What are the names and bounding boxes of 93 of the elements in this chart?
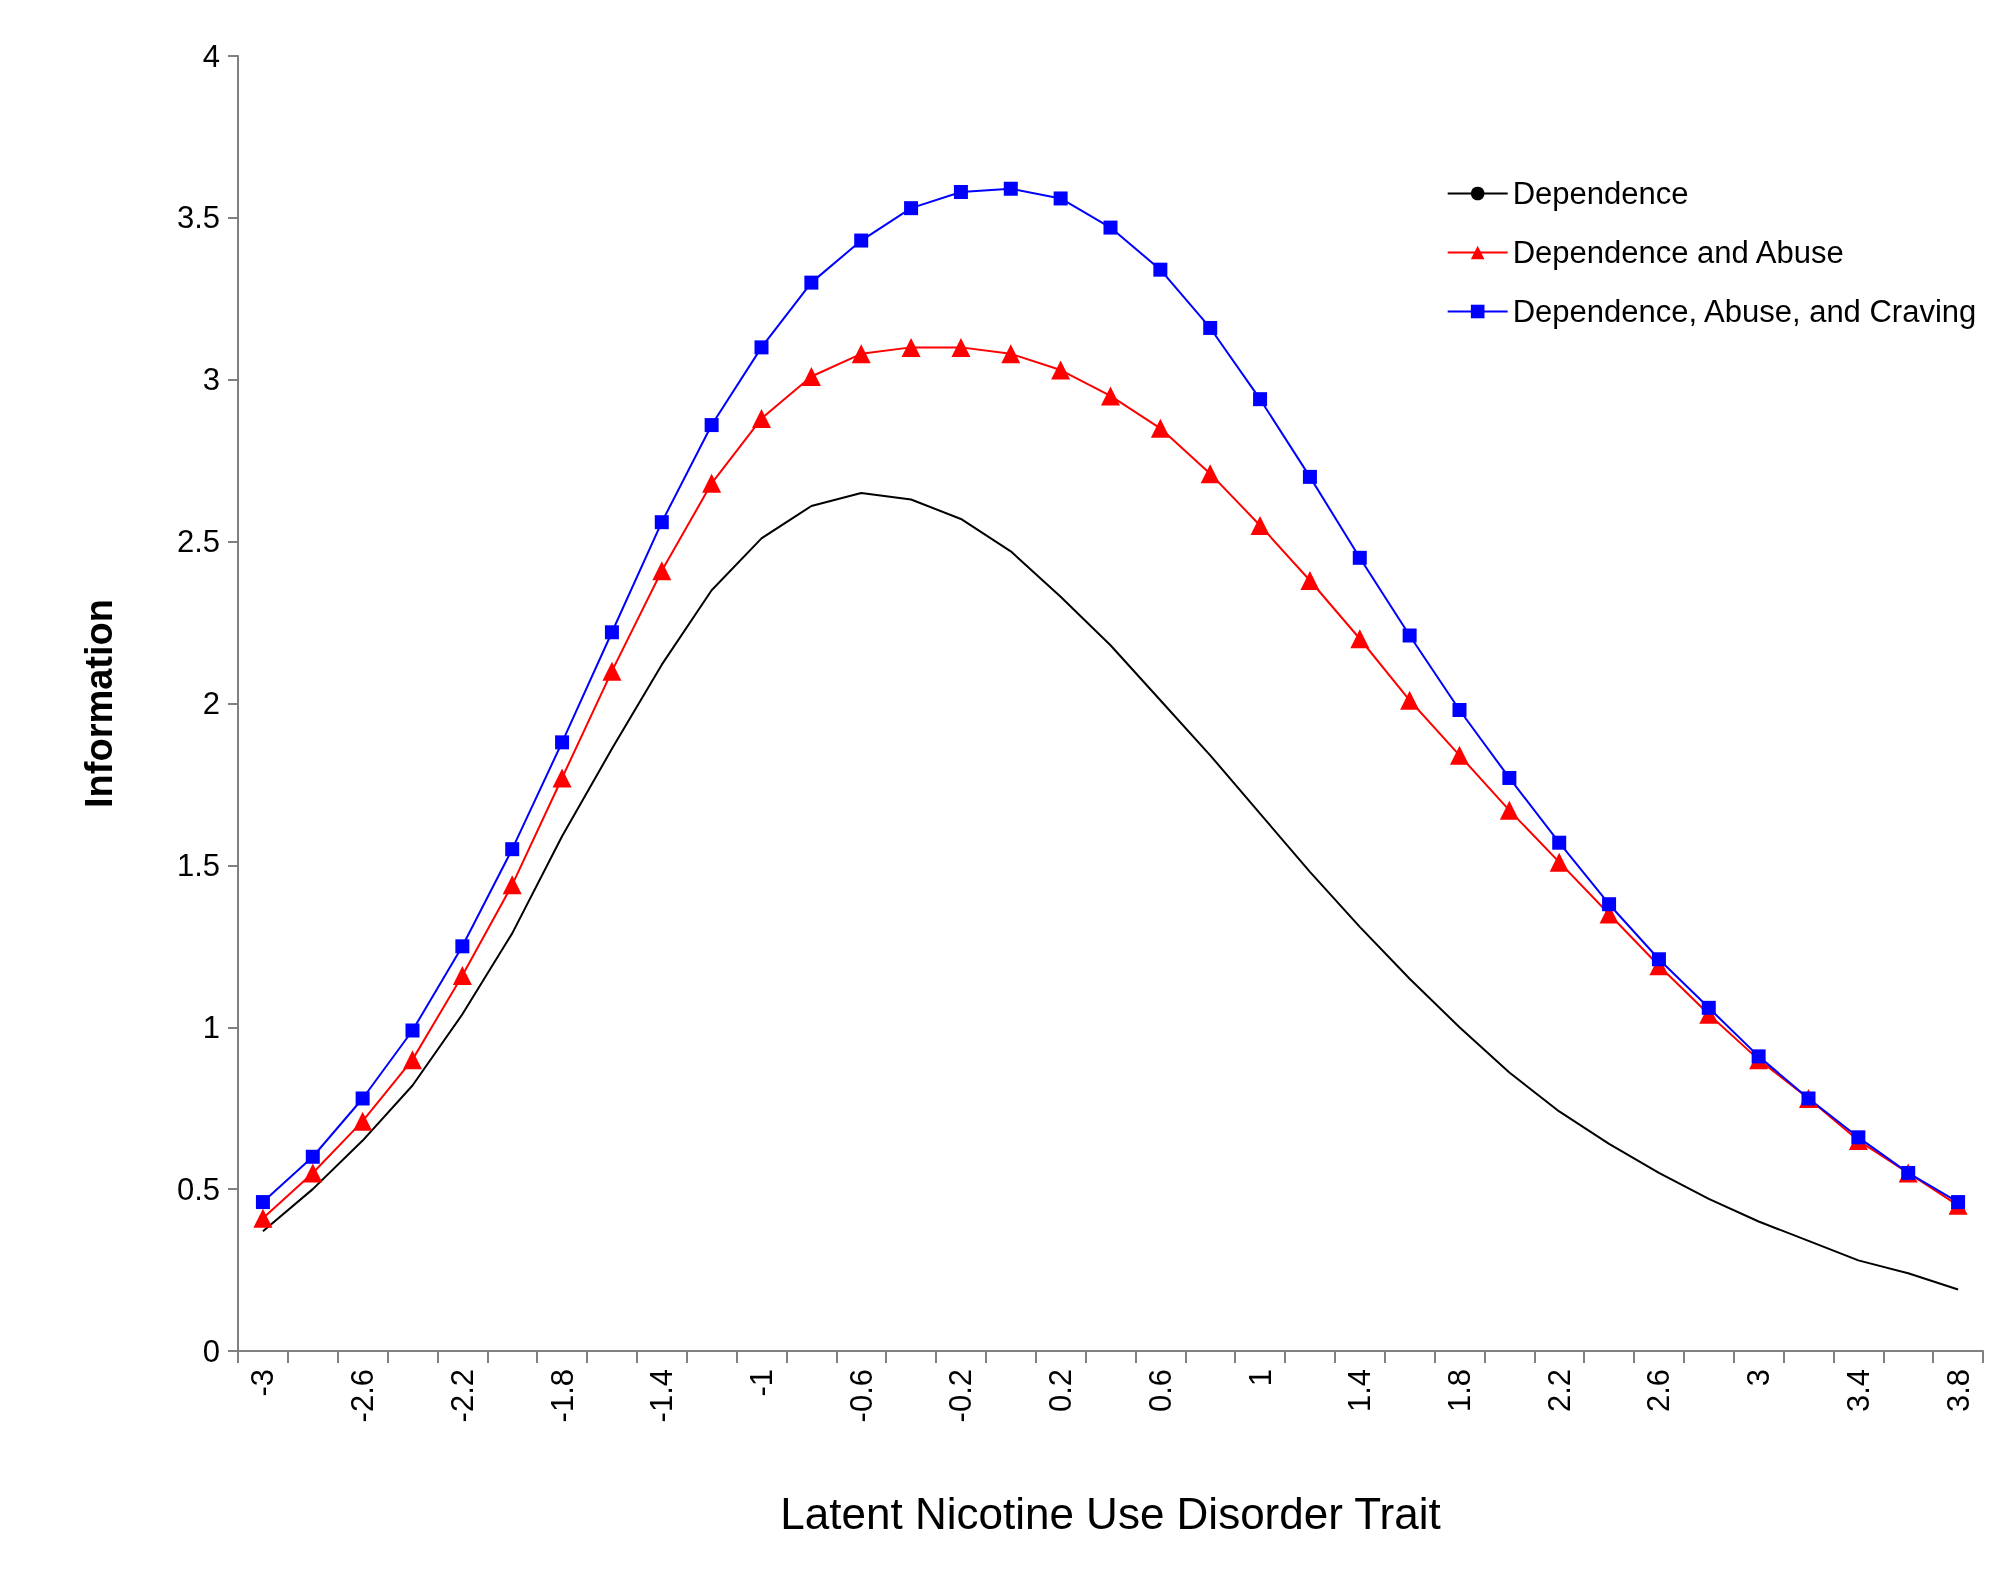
legend-label: Dependence (1512, 176, 1689, 211)
x-tick-label: -2.6 (345, 1369, 381, 1423)
x-tick-label: -1.4 (644, 1369, 680, 1423)
point (1003, 181, 1018, 196)
point (1402, 628, 1417, 643)
y-axis-title: Information (78, 599, 120, 808)
x-tick-label: -0.2 (943, 1369, 979, 1423)
point (901, 337, 921, 357)
point (355, 1091, 370, 1106)
legend-label: Dependence, Abuse, and Craving (1512, 294, 1977, 329)
point (951, 337, 971, 357)
point (1502, 770, 1517, 785)
point (1053, 191, 1068, 206)
point (602, 661, 622, 681)
x-tick-label: -2.2 (444, 1369, 480, 1423)
y-tick-label: 3 (202, 362, 220, 398)
point (1300, 570, 1320, 590)
point (1150, 418, 1170, 438)
x-tick-label: 0.2 (1043, 1369, 1079, 1413)
x-tick-label: 3 (1741, 1369, 1777, 1387)
point (704, 418, 719, 433)
y-tick-label: 1.5 (176, 847, 220, 883)
x-tick-label: -1.8 (544, 1369, 580, 1423)
point (303, 1163, 323, 1183)
point (702, 473, 722, 493)
y-tick-label: 4 (202, 38, 220, 74)
point (1051, 360, 1071, 380)
point (1450, 745, 1469, 765)
point (1400, 690, 1420, 710)
point (904, 201, 919, 216)
point (1352, 550, 1367, 565)
x-tick-label: -3 (245, 1369, 281, 1397)
point (1250, 515, 1270, 535)
point (1701, 1000, 1716, 1015)
x-tick-label: 1.8 (1442, 1369, 1477, 1413)
y-tick-label: 2 (202, 686, 220, 721)
point (1851, 1130, 1866, 1145)
point (1499, 800, 1519, 820)
point (654, 515, 669, 530)
x-tick-label: 2.2 (1541, 1369, 1577, 1413)
legend-label: Dependence and Abuse (1512, 235, 1844, 270)
y-tick-label: 1 (202, 1009, 220, 1045)
x-axis-title: Latent Nicotine Use Disorder Trait (780, 1488, 1441, 1538)
point (253, 1208, 273, 1228)
x-tick-label: 2.6 (1641, 1369, 1677, 1413)
point (552, 768, 572, 788)
point (1153, 262, 1168, 277)
point (652, 561, 672, 581)
point (1602, 897, 1617, 912)
x-tick-label: 1 (1242, 1369, 1278, 1387)
point (1203, 320, 1218, 335)
x-tick-label: 3.8 (1940, 1369, 1976, 1413)
x-tick-label: 3.4 (1840, 1369, 1876, 1413)
point (1302, 469, 1317, 484)
point (555, 735, 570, 750)
point (405, 1023, 420, 1038)
y-tick-label: 0 (202, 1333, 220, 1369)
point (305, 1149, 320, 1164)
point (452, 965, 472, 985)
x-tick-label: -0.6 (843, 1369, 879, 1423)
x-tick-label: 1.4 (1342, 1369, 1378, 1413)
point (953, 184, 968, 199)
point (403, 1050, 422, 1070)
point (1751, 1049, 1766, 1064)
point (1552, 835, 1567, 850)
point (1549, 852, 1569, 872)
point (353, 1111, 373, 1131)
point (1651, 952, 1666, 967)
point (754, 340, 769, 355)
point (1001, 344, 1021, 364)
point (1200, 464, 1220, 484)
point (604, 625, 619, 640)
point (502, 875, 522, 895)
x-tick-label: 0.6 (1142, 1369, 1178, 1413)
point (1253, 392, 1268, 407)
point (505, 842, 520, 857)
point (851, 344, 871, 364)
y-tick-label: 0.5 (176, 1171, 220, 1207)
point (1103, 220, 1118, 235)
point (804, 275, 819, 290)
point (455, 939, 470, 954)
point (1101, 386, 1120, 406)
point (801, 367, 821, 387)
point (854, 233, 869, 248)
y-tick-label: 2.5 (176, 524, 220, 560)
point (1951, 1195, 1966, 1210)
y-tick-label: 3.5 (176, 200, 220, 236)
x-tick-label: -1 (744, 1369, 779, 1397)
point (752, 409, 771, 429)
point (255, 1195, 270, 1210)
line-series (261, 492, 1960, 1291)
point (1452, 702, 1467, 717)
point (1350, 629, 1370, 649)
